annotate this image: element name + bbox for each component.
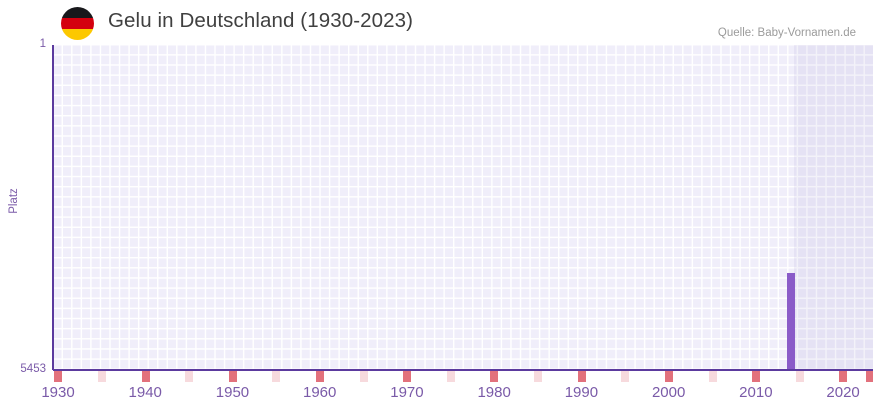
x-axis-label-1990: 1990 bbox=[564, 384, 599, 401]
german-flag-circle-icon bbox=[61, 7, 94, 40]
x-minor-tick-1935 bbox=[97, 371, 106, 382]
x-axis-label-1950: 1950 bbox=[215, 384, 250, 401]
x-tick-1950 bbox=[228, 371, 237, 382]
x-tick-2020 bbox=[839, 371, 848, 382]
x-minor-tick-1965 bbox=[359, 371, 368, 382]
x-minor-tick-1985 bbox=[534, 371, 543, 382]
x-axis-label-1940: 1940 bbox=[128, 384, 162, 401]
x-axis-label-1970: 1970 bbox=[390, 384, 424, 401]
plot-area bbox=[53, 45, 873, 370]
x-tick-1940 bbox=[141, 371, 150, 382]
x-tick-1930 bbox=[54, 371, 63, 382]
chart-header: Gelu in Deutschland (1930-2023) Quelle: … bbox=[0, 0, 873, 45]
x-axis-label-1960: 1960 bbox=[303, 384, 337, 401]
x-axis-line bbox=[53, 369, 873, 371]
x-tick-2010 bbox=[752, 371, 761, 382]
x-minor-tick-1955 bbox=[272, 371, 281, 382]
x-tick-1980 bbox=[490, 371, 499, 382]
x-axis-label-2010: 2010 bbox=[739, 384, 773, 401]
x-tick-1970 bbox=[403, 371, 412, 382]
y-axis-top-label: 1 bbox=[39, 38, 46, 50]
x-tick-1960 bbox=[316, 371, 324, 382]
x-minor-tick-1975 bbox=[446, 371, 455, 382]
x-axis-tick-marks bbox=[53, 371, 873, 382]
y-axis-bottom-label: 5453 bbox=[20, 363, 46, 375]
x-axis-label-2020: 2020 bbox=[826, 384, 860, 401]
x-minor-tick-1945 bbox=[185, 371, 194, 382]
x-minor-tick-2023 bbox=[865, 371, 873, 382]
x-axis-label-1930: 1930 bbox=[41, 384, 75, 401]
forecast-shaded-region bbox=[794, 45, 873, 370]
x-tick-1990 bbox=[577, 371, 586, 382]
bar-series bbox=[53, 45, 873, 370]
source-label: Quelle: Baby-Vornamen.de bbox=[717, 27, 856, 39]
page-title: Gelu in Deutschland (1930-2023) bbox=[108, 9, 414, 32]
x-minor-tick-2005 bbox=[708, 371, 717, 382]
bar-2014 bbox=[787, 273, 796, 370]
x-minor-tick-2015 bbox=[795, 371, 804, 382]
x-axis-label-1980: 1980 bbox=[477, 384, 511, 401]
x-axis-label-2000: 2000 bbox=[651, 384, 686, 401]
y-axis-line bbox=[52, 45, 54, 370]
x-minor-tick-1995 bbox=[621, 371, 630, 382]
x-tick-2000 bbox=[664, 371, 673, 382]
y-axis-title: Platz bbox=[8, 188, 20, 214]
